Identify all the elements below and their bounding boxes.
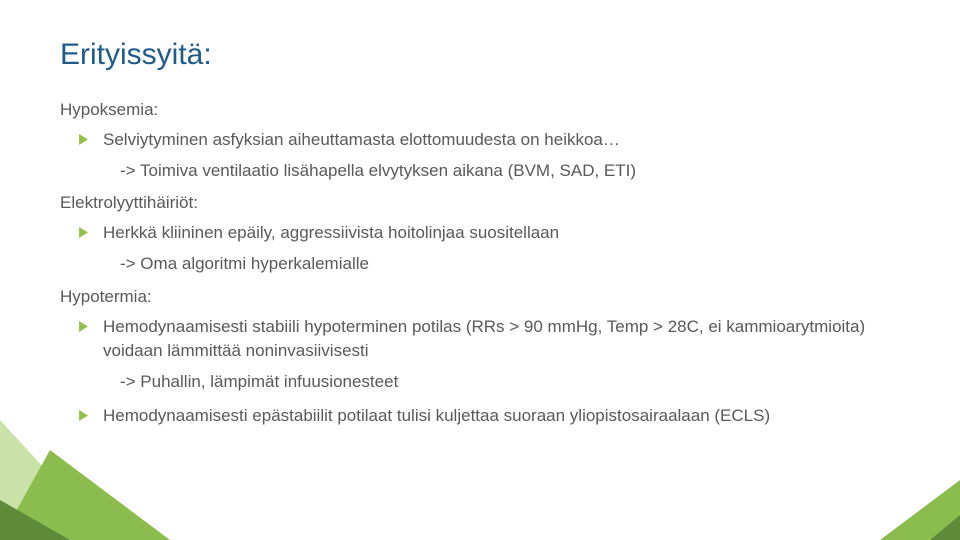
- slide-content: Erityissyitä: Hypoksemia: Selviytyminen a…: [0, 0, 960, 429]
- bullet-icon: [78, 227, 89, 238]
- bullet-text: Herkkä kliininen epäily, aggressiivista …: [103, 221, 559, 246]
- bullet-icon: [78, 134, 89, 145]
- bullet-item: Selviytyminen asfyksian aiheuttamasta el…: [78, 128, 900, 153]
- bullet-item: Hemodynaamisesti epästabiilit potilaat t…: [78, 404, 900, 429]
- bullet-text: Selviytyminen asfyksian aiheuttamasta el…: [103, 128, 620, 153]
- bullet-text: Hemodynaamisesti epästabiilit potilaat t…: [103, 404, 770, 429]
- deco-tri-1: [0, 420, 110, 540]
- section-head: Hypoksemia:: [60, 100, 900, 120]
- section-head: Elektrolyyttihäiriöt:: [60, 193, 900, 213]
- bullet-item: Hemodynaamisesti stabiili hypoterminen p…: [78, 315, 900, 364]
- deco-tri-5: [930, 515, 960, 540]
- page-title: Erityissyitä:: [60, 38, 900, 72]
- bullet-item: Herkkä kliininen epäily, aggressiivista …: [78, 221, 900, 246]
- deco-tri-3: [0, 500, 70, 540]
- bullet-icon: [78, 321, 89, 332]
- deco-tri-2: [0, 450, 170, 540]
- bullet-icon: [78, 410, 89, 421]
- bullet-subtext: -> Toimiva ventilaatio lisähapella elvyt…: [120, 159, 900, 184]
- section-head: Hypotermia:: [60, 287, 900, 307]
- deco-tri-4: [880, 480, 960, 540]
- bullet-subtext: -> Oma algoritmi hyperkalemialle: [120, 252, 900, 277]
- bullet-text: Hemodynaamisesti stabiili hypoterminen p…: [103, 315, 900, 364]
- bullet-subtext: -> Puhallin, lämpimät infuusionesteet: [120, 370, 900, 395]
